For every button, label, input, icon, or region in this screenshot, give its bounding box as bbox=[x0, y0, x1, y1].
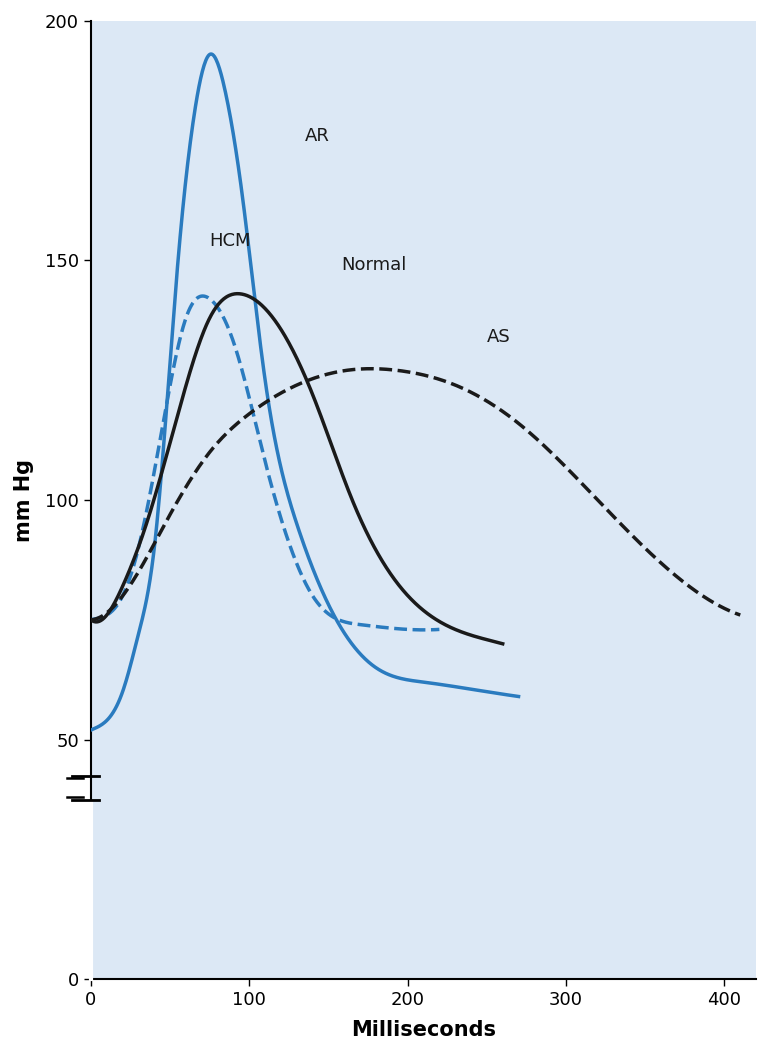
X-axis label: Milliseconds: Milliseconds bbox=[351, 1020, 496, 1040]
Text: AR: AR bbox=[305, 126, 330, 144]
Text: HCM: HCM bbox=[209, 232, 251, 250]
Y-axis label: mm Hg: mm Hg bbox=[14, 458, 34, 542]
Text: Normal: Normal bbox=[341, 256, 407, 274]
Text: AS: AS bbox=[487, 328, 511, 346]
